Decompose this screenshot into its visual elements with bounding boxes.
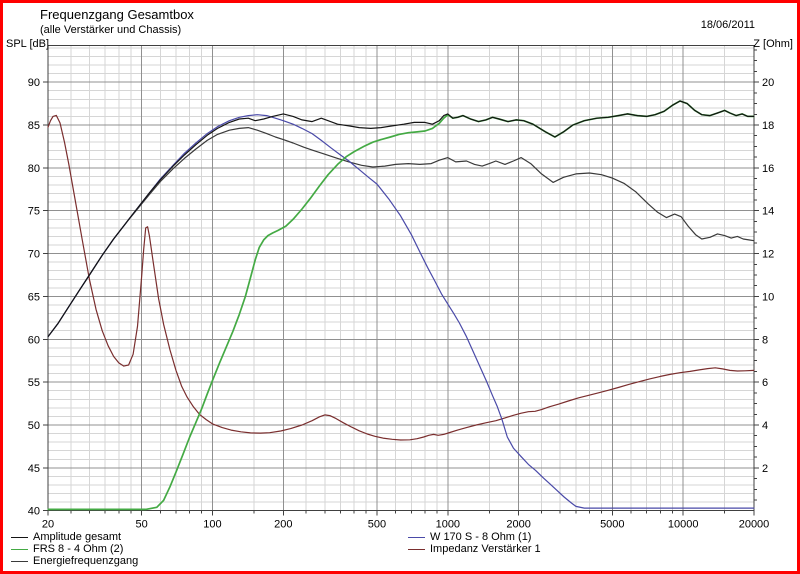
date-label: 18/06/2011	[700, 19, 755, 31]
legend-swatch-impedanz	[408, 549, 425, 550]
legend-label: FRS 8 - 4 Ohm (2)	[33, 543, 124, 555]
legend-swatch-amplitude-gesamt	[11, 537, 28, 538]
x-tick-label: 500	[368, 519, 386, 531]
y-right-tick-label: 14	[762, 206, 774, 218]
legend-item: Amplitude gesamt	[11, 531, 391, 543]
legend-label: Energiefrequenzgang	[33, 555, 139, 567]
x-tick-label: 50	[136, 519, 148, 531]
y-left-tick-label: 80	[28, 163, 40, 175]
legend-swatch-w170s	[408, 537, 425, 538]
y-right-tick-label: 4	[762, 420, 768, 432]
legend-label: W 170 S - 8 Ohm (1)	[430, 531, 532, 543]
y-left-tick-label: 70	[28, 249, 40, 261]
x-tick-label: 20000	[739, 519, 770, 531]
y-right-tick-label: 12	[762, 249, 774, 261]
x-tick-label: 5000	[600, 519, 624, 531]
page-subtitle: (alle Verstärker und Chassis)	[40, 24, 182, 36]
y-right-tick-label: 16	[762, 163, 774, 175]
y-left-tick-label: 85	[28, 120, 40, 132]
curve-energiefrequenzgang	[47, 126, 755, 338]
right-axis-title: Z [Ohm]	[753, 38, 793, 50]
y-left-tick-label: 45	[28, 463, 40, 475]
page-title: Frequenzgang Gesamtbox	[40, 7, 194, 22]
y-left-tick-label: 55	[28, 377, 40, 389]
legend-swatch-energiefrequenzgang	[11, 561, 28, 562]
curve-impedanz-verst-rker-1	[47, 114, 755, 441]
y-right-tick-label: 2	[762, 463, 768, 475]
y-left-tick-label: 50	[28, 420, 40, 432]
legend-item: Energiefrequenzgang	[11, 555, 391, 567]
y-right-tick-label: 8	[762, 334, 768, 346]
curve-amplitude-gesamt	[47, 100, 755, 338]
y-right-tick-label: 6	[762, 377, 768, 389]
x-tick-label: 100	[203, 519, 221, 531]
legend-item: W 170 S - 8 Ohm (1)	[408, 531, 788, 543]
y-left-tick-label: 75	[28, 206, 40, 218]
legend-label: Impedanz Verstärker 1	[430, 543, 541, 555]
x-tick-label: 200	[274, 519, 292, 531]
y-left-tick-label: 90	[28, 77, 40, 89]
y-right-tick-label: 18	[762, 120, 774, 132]
legend-label: Amplitude gesamt	[33, 531, 122, 543]
y-left-tick-label: 65	[28, 291, 40, 303]
y-right-tick-label: 10	[762, 291, 774, 303]
x-tick-label: 2000	[506, 519, 530, 531]
legend-item: FRS 8 - 4 Ohm (2)	[11, 543, 391, 555]
left-axis-title: SPL [dB]	[6, 38, 50, 50]
x-tick-label: 20	[42, 519, 54, 531]
curve-w-170-s-8-ohm-1	[47, 114, 755, 509]
x-tick-label: 10000	[668, 519, 699, 531]
legend-swatch-frs8	[11, 549, 28, 550]
y-left-tick-label: 60	[28, 334, 40, 346]
legend-item: Impedanz Verstärker 1	[408, 543, 788, 555]
frequency-response-chart: 20 50 100 200 500 1000 2000 5000 10000 20000 90 85 8…	[28, 44, 774, 531]
plot-frame	[47, 44, 755, 512]
x-tick-label: 1000	[436, 519, 460, 531]
y-left-tick-label: 40	[28, 506, 40, 518]
y-right-tick-label: 20	[762, 77, 774, 89]
